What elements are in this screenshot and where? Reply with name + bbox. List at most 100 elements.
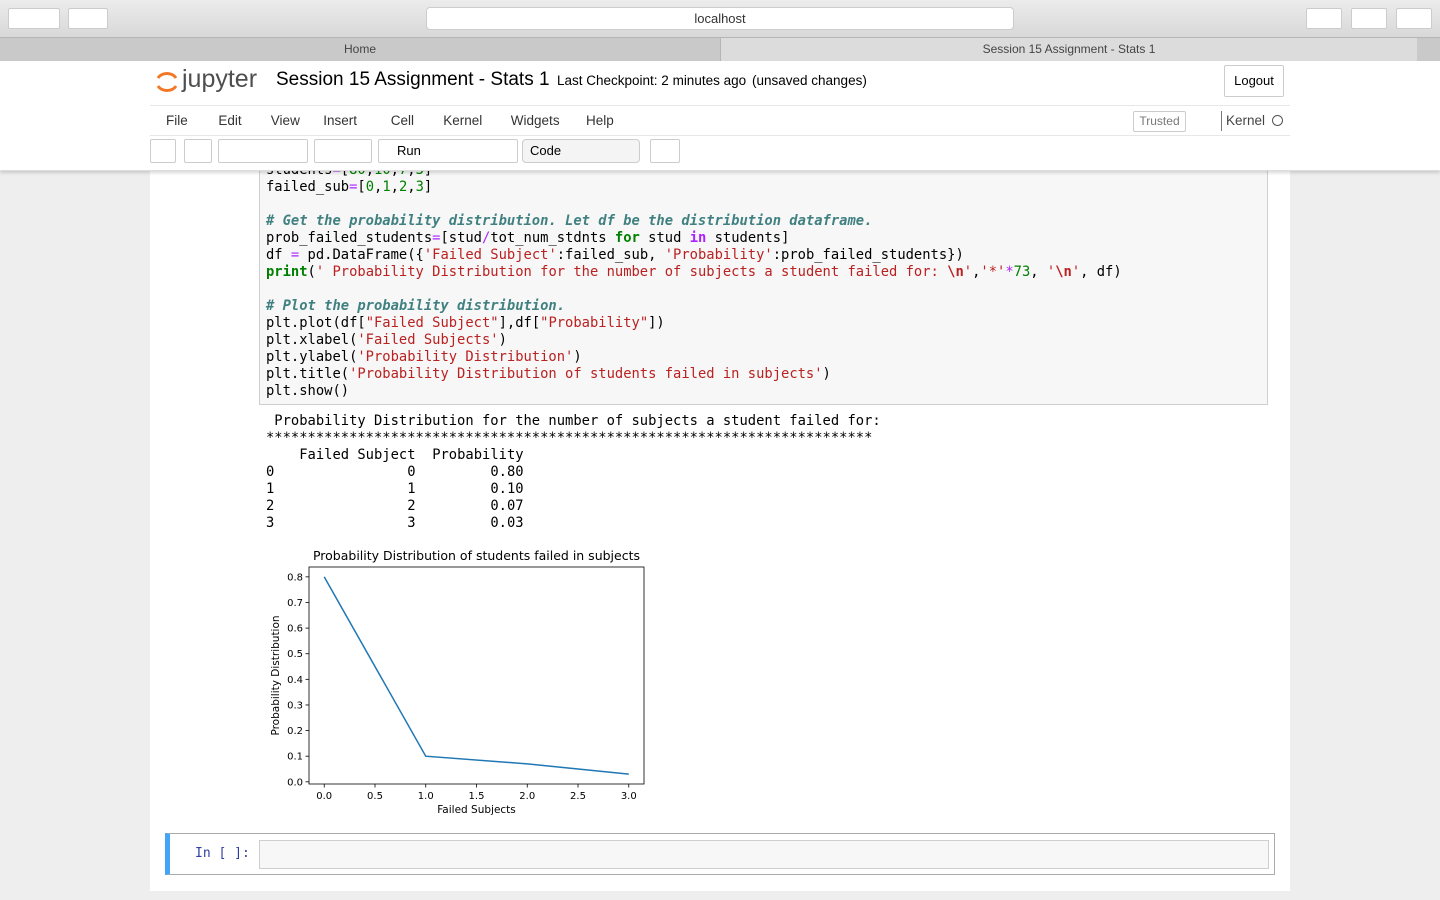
tab[interactable]: Home xyxy=(343,42,376,56)
x-tick-label: 3.0 xyxy=(621,791,637,802)
code-token: 73 xyxy=(1013,264,1031,280)
empty-cell[interactable]: In [ ]: xyxy=(165,833,1275,875)
insert-button[interactable] xyxy=(184,139,212,163)
code-token: , df) xyxy=(1080,264,1122,280)
table-index: 0 xyxy=(266,464,275,480)
table-cell: 1 xyxy=(407,481,416,497)
trusted-indicator[interactable]: Trusted xyxy=(1133,111,1186,132)
table-cell: 2 xyxy=(407,498,416,514)
cell-prompt: In [ ]: xyxy=(195,846,250,861)
save-button[interactable] xyxy=(150,139,176,163)
x-tick-label: 1.5 xyxy=(469,791,485,802)
code-token: :prob_failed_students}) xyxy=(772,247,964,263)
code-line: # Get the probability distribution. Let … xyxy=(266,213,872,230)
code-token: = xyxy=(432,230,441,246)
code-token: plt.xlabel( xyxy=(266,332,358,348)
menu-item[interactable]: Insert xyxy=(323,113,357,128)
address-bar[interactable]: localhost xyxy=(426,7,1014,30)
code-token: [ xyxy=(357,179,366,195)
menu-item[interactable]: Cell xyxy=(390,113,415,128)
chart: Probability Distribution of students fai… xyxy=(270,548,645,816)
code-token: ' Probability Distribution for the numbe… xyxy=(315,264,948,280)
output-stars: ****************************************… xyxy=(266,430,873,446)
cut-copy-paste[interactable] xyxy=(218,139,308,163)
y-tick-label: 0.4 xyxy=(287,675,303,686)
x-tick-label: 0.5 xyxy=(367,791,383,802)
code-token: ) xyxy=(573,349,582,365)
y-tick-label: 0.2 xyxy=(287,726,303,737)
tab-bar: Home Session 15 Assignment - Stats 1 xyxy=(0,37,1440,61)
code-token: plt.title( xyxy=(266,366,350,382)
code-token: = xyxy=(290,247,300,263)
tabs-button[interactable] xyxy=(1396,8,1432,29)
share-button[interactable] xyxy=(1351,8,1387,29)
x-tick-label: 2.0 xyxy=(519,791,535,802)
code-token: , xyxy=(407,179,416,195)
code-line: plt.show() xyxy=(266,383,349,400)
table-header: Failed Subject xyxy=(299,447,416,463)
nav-buttons[interactable] xyxy=(8,8,60,29)
code-line: # Plot the probability distribution. xyxy=(266,298,565,315)
menu-item[interactable]: View xyxy=(270,113,300,128)
code-token: # Get the probability distribution. Let … xyxy=(266,213,873,229)
table-cell: 0.03 xyxy=(490,515,524,531)
y-tick-label: 0.7 xyxy=(287,598,303,609)
browser-toolbar: localhost xyxy=(0,0,1440,37)
code-line: df = pd.DataFrame({'Failed Subject':fail… xyxy=(266,247,964,264)
y-axis-label: Probability Distribution xyxy=(270,615,282,735)
code-token: plt.show() xyxy=(266,383,350,399)
autosave-status: (unsaved changes) xyxy=(752,73,867,88)
cell-type-select[interactable]: Code xyxy=(522,139,640,163)
tab-active[interactable]: Session 15 Assignment - Stats 1 xyxy=(720,38,1417,61)
y-tick-label: 0.1 xyxy=(287,752,303,763)
code-token: , xyxy=(972,264,981,280)
table-cell: 0.07 xyxy=(490,498,524,514)
code-token: stud xyxy=(639,230,690,246)
code-token: :failed_sub, xyxy=(556,247,665,263)
downloads-button[interactable] xyxy=(1306,8,1342,29)
code-token: ( xyxy=(307,264,316,280)
menu-item[interactable]: Edit xyxy=(218,113,242,128)
x-tick-label: 0.0 xyxy=(316,791,332,802)
code-token: \n xyxy=(1055,264,1072,280)
keyboard-button[interactable] xyxy=(650,139,680,163)
code-token: plt.ylabel( xyxy=(266,349,358,365)
separator xyxy=(1221,111,1222,131)
sidebar-button[interactable] xyxy=(68,8,108,29)
code-line: plt.xlabel('Failed Subjects') xyxy=(266,332,507,349)
cell-input[interactable] xyxy=(259,840,1269,869)
code-token: = xyxy=(349,179,358,195)
menu-item[interactable]: Help xyxy=(586,113,614,128)
menu-item[interactable]: Kernel xyxy=(443,113,483,128)
chart-title: Probability Distribution of students fai… xyxy=(313,548,640,563)
code-token: * xyxy=(1005,264,1014,280)
code-token: ] xyxy=(423,179,433,195)
code-line: print(' Probability Distribution for the… xyxy=(266,264,1122,281)
notebook-title[interactable]: Session 15 Assignment - Stats 1 xyxy=(276,69,550,90)
code-token: / xyxy=(482,230,491,246)
code-token: plt.plot(df[ xyxy=(266,315,366,331)
logo-text[interactable]: jupyter xyxy=(182,65,258,93)
code-token: 'Probability' xyxy=(664,247,773,263)
menu-item[interactable]: Widgets xyxy=(510,113,560,128)
code-token: 'Probability Distribution' xyxy=(357,349,574,365)
code-token: , xyxy=(390,179,399,195)
menu-item[interactable]: File xyxy=(166,113,188,128)
move-buttons[interactable] xyxy=(314,139,372,163)
code-token: [stud xyxy=(440,230,482,246)
run-button[interactable]: Run xyxy=(378,139,518,163)
code-token: ' xyxy=(1046,264,1056,280)
code-token: print xyxy=(266,264,308,280)
kernel-name: Kernel xyxy=(1226,113,1266,128)
code-token: 2 xyxy=(398,179,408,195)
code-token: pd.DataFrame({ xyxy=(299,247,424,263)
code-token: tot_num_stdnts xyxy=(490,230,615,246)
table-cell: 0 xyxy=(407,464,416,480)
menu-bar: Trusted Kernel File Edit View Insert Cell Ker… xyxy=(150,105,1290,136)
code-token: ' xyxy=(963,264,973,280)
code-token: students] xyxy=(706,230,790,246)
logout-button[interactable]: Logout xyxy=(1224,65,1284,97)
code-cell-input[interactable] xyxy=(259,150,1268,405)
